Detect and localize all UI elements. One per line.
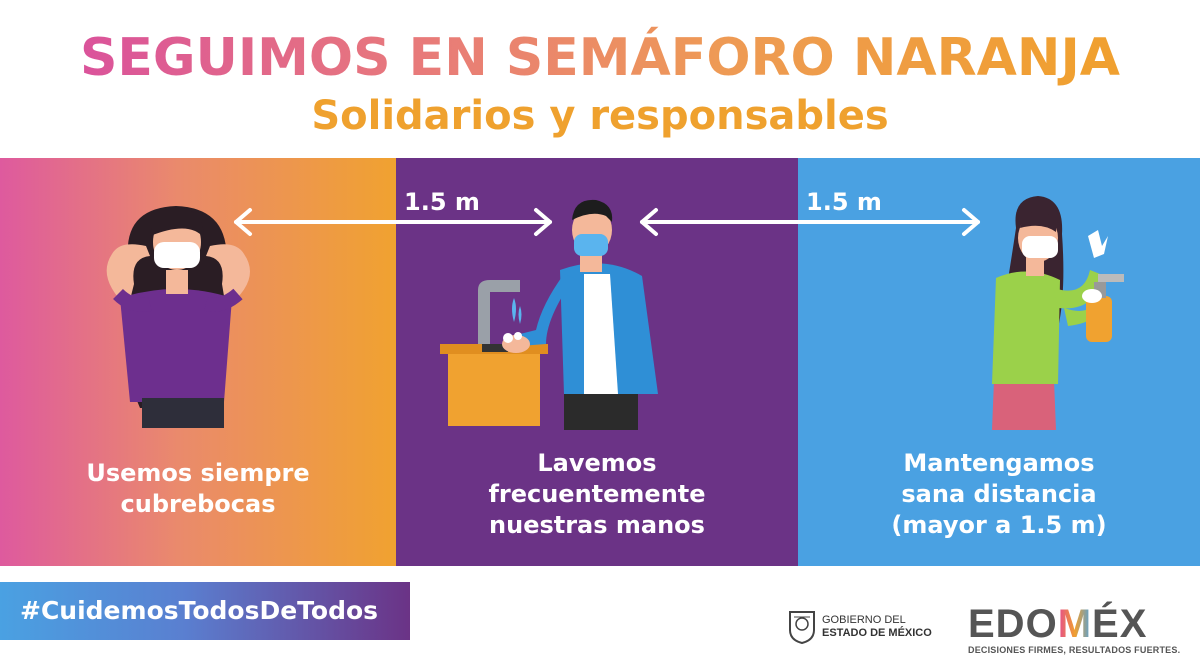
panel-distance: Mantengamos sana distancia (mayor a 1.5 …	[798, 158, 1200, 566]
page-subtitle: Solidarios y responsables	[311, 93, 889, 139]
state-seal-icon	[789, 611, 815, 644]
caption-line: Lavemos	[537, 449, 657, 477]
caption-line: (mayor a 1.5 m)	[891, 511, 1107, 539]
caption-line: sana distancia	[901, 480, 1097, 508]
page-title: SEGUIMOS EN SEMÁFORO NARANJA	[0, 26, 1200, 90]
caption-line: frecuentemente	[488, 480, 706, 508]
gov-line: GOBIERNO DEL	[822, 614, 906, 626]
caption-handwash: Lavemos frecuentemente nuestras manos	[396, 448, 798, 541]
hashtag-banner: #CuidemosTodosDeTodos	[0, 582, 410, 640]
brand-tagline: DECISIONES FIRMES, RESULTADOS FUERTES.	[968, 645, 1181, 655]
panel-mask: Usemos siempre cubrebocas	[0, 158, 396, 566]
man-washing-hands-icon	[440, 199, 658, 430]
gov-line: ESTADO DE MÉXICO	[822, 627, 932, 639]
caption-line: Mantengamos	[903, 449, 1095, 477]
woman-mask-icon	[106, 206, 250, 428]
header: SEGUIMOS EN SEMÁFORO NARANJA Solidarios …	[0, 0, 1200, 158]
distance-label: 1.5 m	[806, 188, 882, 216]
caption-line: nuestras manos	[489, 511, 705, 539]
distance-label: 1.5 m	[404, 188, 480, 216]
panel-handwash: Lavemos frecuentemente nuestras manos	[396, 158, 798, 566]
caption-line: cubrebocas	[120, 490, 276, 518]
edomex-logo: EDOMÉX	[968, 604, 1147, 644]
caption-line: Usemos siempre	[86, 459, 310, 487]
brand-part: ÉX	[1092, 602, 1148, 646]
caption-distance: Mantengamos sana distancia (mayor a 1.5 …	[798, 448, 1200, 541]
caption-mask: Usemos siempre cubrebocas	[0, 458, 396, 520]
brand-part: EDO	[968, 602, 1058, 646]
brand-part: M	[1057, 602, 1093, 646]
woman-gloves-spray-icon	[992, 196, 1124, 430]
government-name: GOBIERNO DEL ESTADO DE MÉXICO	[822, 614, 932, 640]
